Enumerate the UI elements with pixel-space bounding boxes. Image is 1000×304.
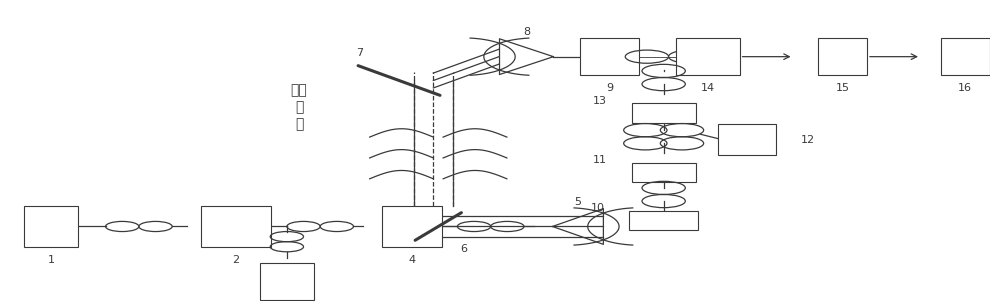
Bar (818, 38, 867, 75)
Text: 2: 2 (232, 255, 239, 265)
Text: 13: 13 (593, 96, 607, 106)
Text: 14: 14 (701, 83, 715, 93)
Bar (676, 38, 740, 75)
Text: 15: 15 (836, 83, 850, 93)
Text: 5: 5 (574, 197, 581, 207)
Bar (941, 38, 990, 75)
Bar (629, 211, 698, 230)
Text: 11: 11 (593, 155, 607, 165)
Text: 9: 9 (606, 83, 613, 93)
Bar (632, 103, 696, 123)
Bar (24, 206, 78, 247)
Text: 7: 7 (356, 48, 363, 58)
Text: 10: 10 (591, 203, 605, 213)
Text: 大气
空
间: 大气 空 间 (291, 83, 307, 132)
Text: 16: 16 (958, 83, 972, 93)
Bar (580, 38, 639, 75)
Bar (260, 263, 314, 300)
Bar (201, 206, 271, 247)
Text: 4: 4 (409, 255, 416, 265)
Bar (632, 163, 696, 182)
Text: 1: 1 (48, 255, 55, 265)
Bar (718, 124, 776, 155)
Bar (382, 206, 442, 247)
Text: 6: 6 (460, 244, 467, 254)
Text: 12: 12 (801, 135, 815, 145)
Text: 8: 8 (523, 27, 530, 37)
